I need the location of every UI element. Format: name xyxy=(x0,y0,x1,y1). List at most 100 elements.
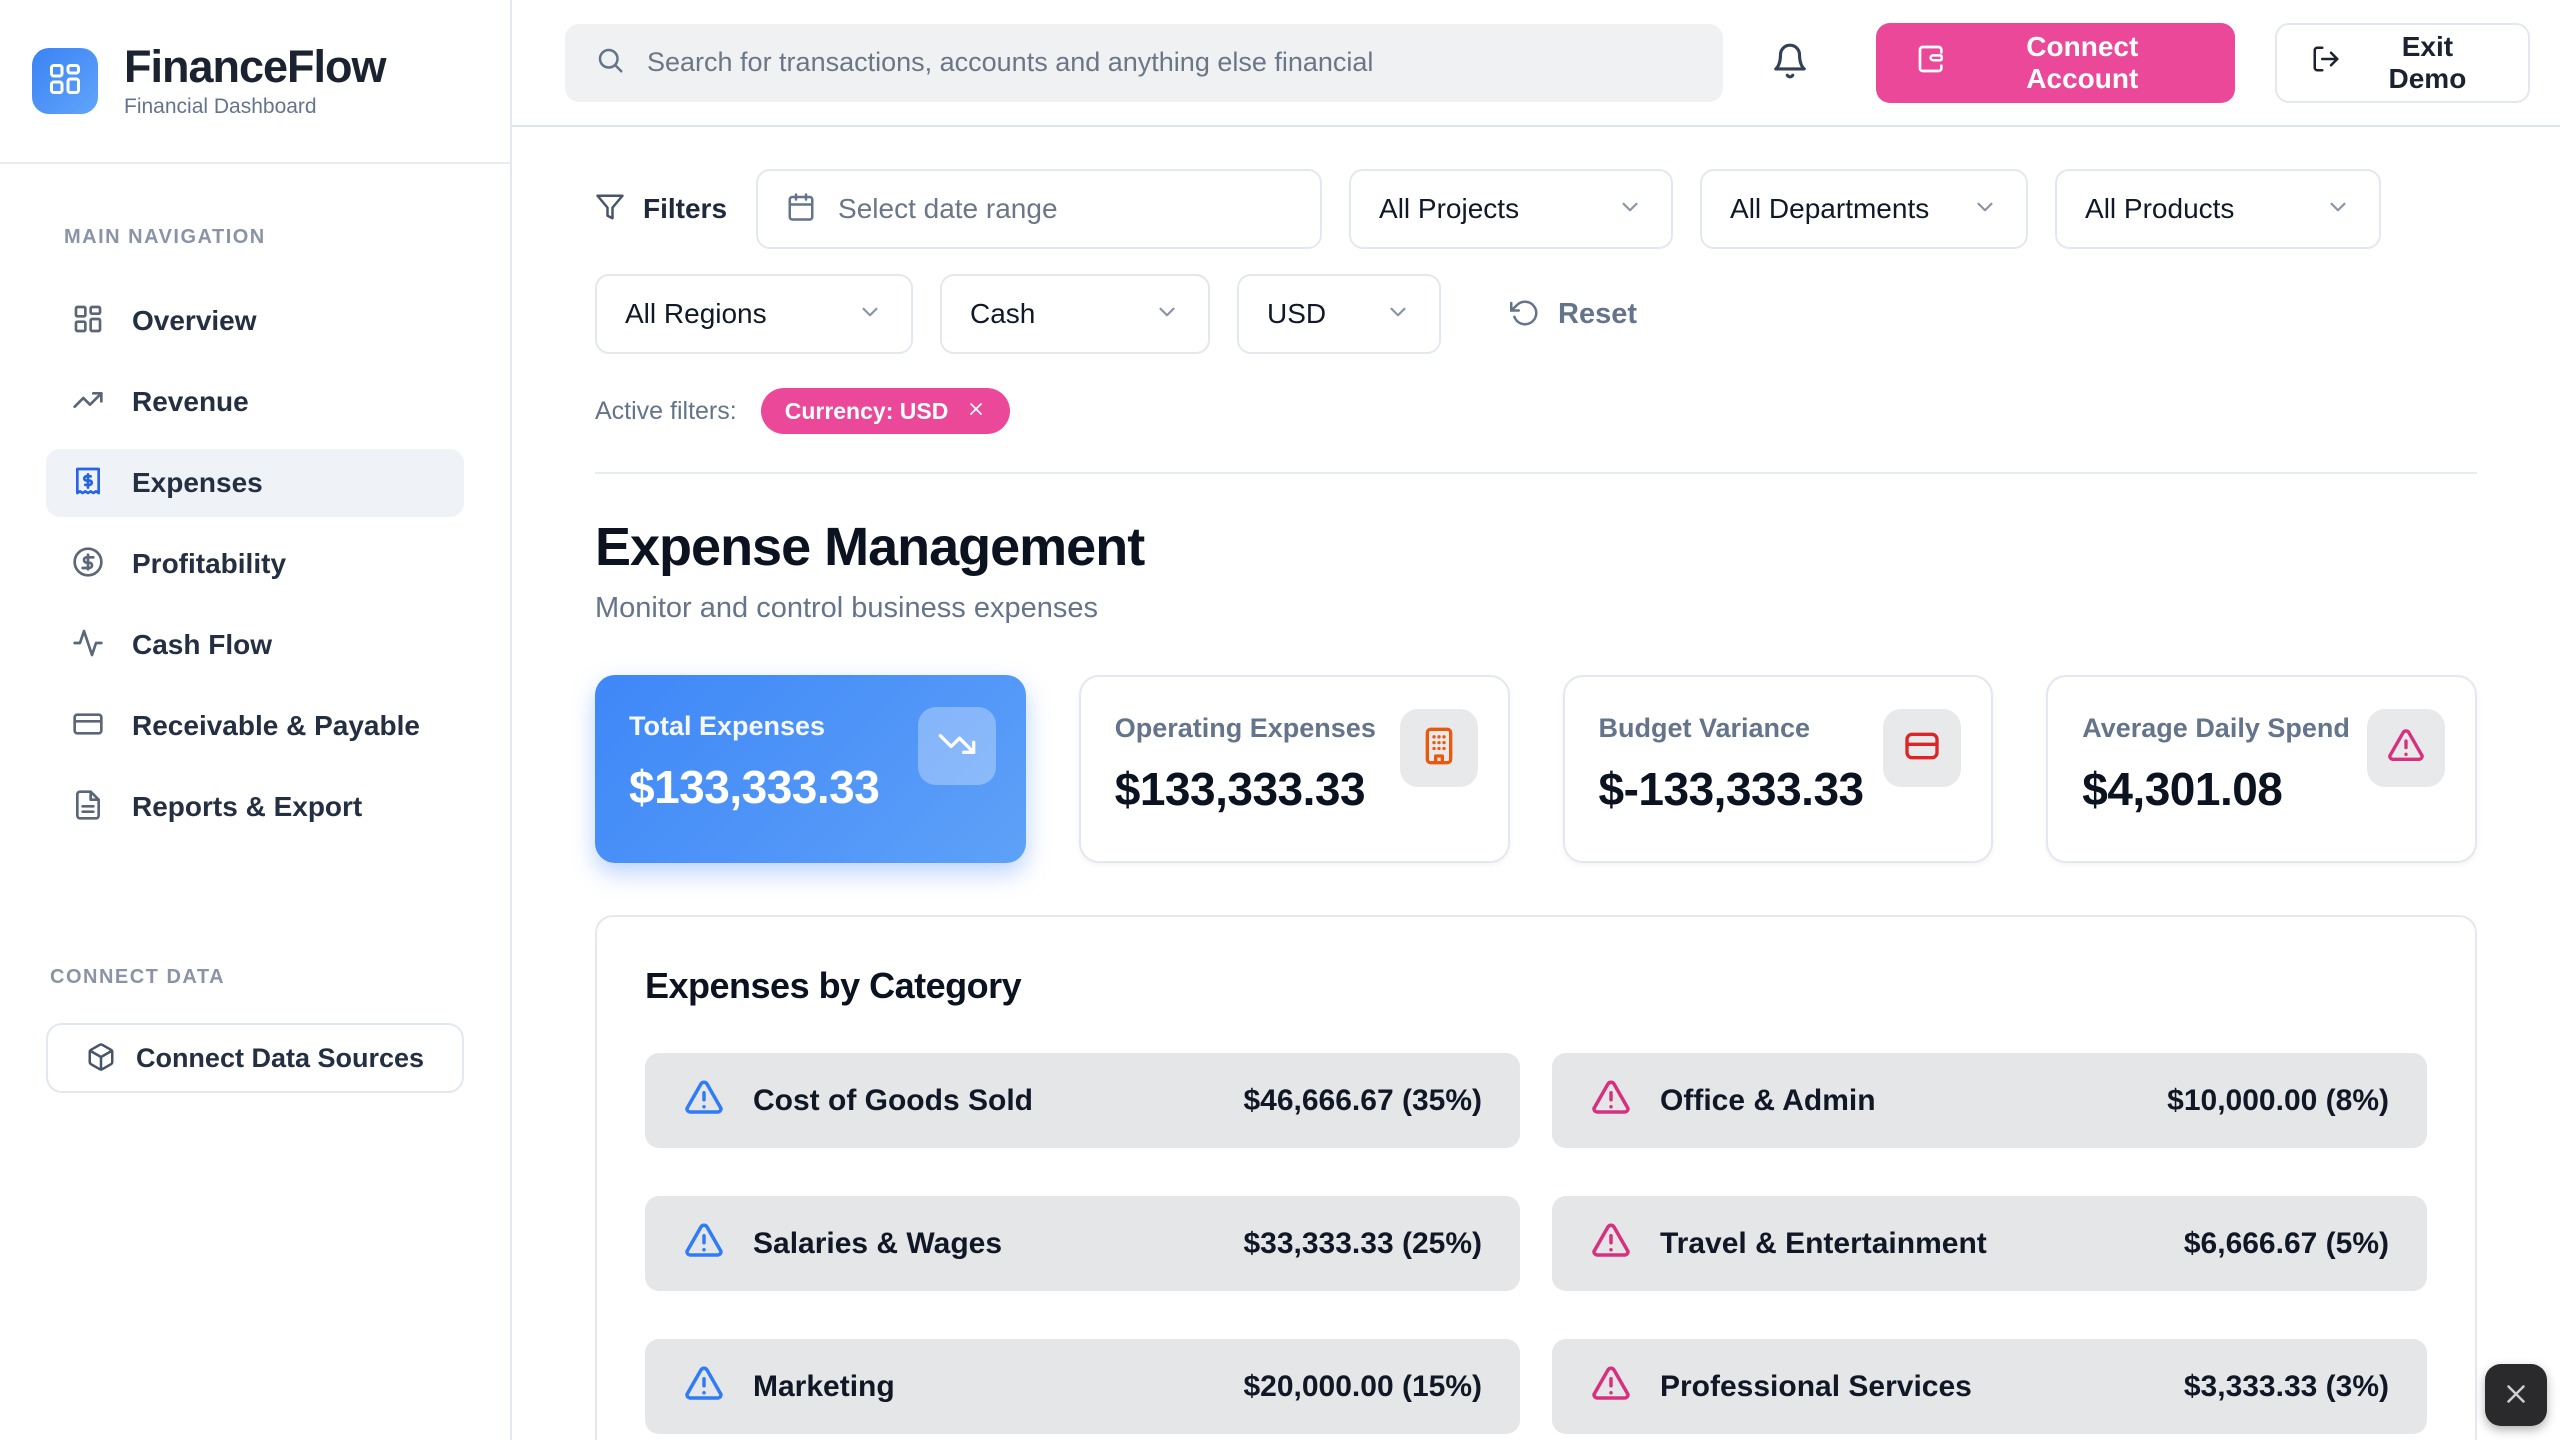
sidebar-item-cash-flow[interactable]: Cash Flow xyxy=(46,611,464,679)
reset-label: Reset xyxy=(1558,297,1637,330)
sidebar-item-label: Reports & Export xyxy=(132,791,363,822)
close-overlay-button[interactable] xyxy=(2485,1364,2547,1426)
metric-icon-badge xyxy=(1883,709,1962,787)
receipt-icon xyxy=(72,465,104,502)
metric-label: Total Expenses xyxy=(629,711,826,741)
date-range-field[interactable] xyxy=(756,169,1323,249)
category-value: $20,000.00 (15%) xyxy=(1243,1369,1482,1403)
products-select[interactable]: All Products xyxy=(2055,169,2382,249)
app-logo xyxy=(32,48,98,114)
active-filters-row: Active filters: Currency: USD xyxy=(595,388,2477,434)
projects-select-value: All Projects xyxy=(1379,193,1520,224)
category-value: $6,666.67 (5%) xyxy=(2183,1226,2389,1260)
category-grid: Cost of Goods Sold $46,666.67 (35%) Offi… xyxy=(645,1053,2427,1434)
notifications-button[interactable] xyxy=(1769,41,1812,85)
cube-icon xyxy=(86,1042,116,1075)
category-row-salaries-wages[interactable]: Salaries & Wages $33,333.33 (25%) xyxy=(645,1196,1520,1291)
metric-value: $-133,333.33 xyxy=(1598,763,1865,815)
category-label: Marketing xyxy=(753,1369,895,1403)
sidebar-item-overview[interactable]: Overview xyxy=(46,287,464,355)
alert-triangle-icon xyxy=(1590,1077,1632,1124)
category-row-marketing[interactable]: Marketing $20,000.00 (15%) xyxy=(645,1339,1520,1434)
sidebar-item-profitability[interactable]: Profitability xyxy=(46,530,464,598)
sidebar: FinanceFlow Financial Dashboard MAIN NAV… xyxy=(0,0,512,1440)
metric-card-operating-expenses[interactable]: Operating Expenses $133,333.33 xyxy=(1078,675,1510,863)
currency-chip-label: Currency: USD xyxy=(784,397,949,424)
active-filters-label: Active filters: xyxy=(595,396,737,425)
filters-row-2: All Regions Cash USD xyxy=(595,274,2477,354)
departments-select-value: All Departments xyxy=(1730,193,1930,224)
app-tagline: Financial Dashboard xyxy=(124,94,317,118)
products-select-value: All Products xyxy=(2085,193,2235,224)
category-value: $33,333.33 (25%) xyxy=(1243,1226,1482,1260)
metric-label: Operating Expenses xyxy=(1114,713,1376,743)
category-row-office-admin[interactable]: Office & Admin $10,000.00 (8%) xyxy=(1552,1053,2427,1148)
reset-filters-button[interactable]: Reset xyxy=(1510,298,1637,331)
connect-account-button[interactable]: Connect Account xyxy=(1875,22,2235,103)
sidebar-item-reports-export[interactable]: Reports & Export xyxy=(46,773,464,841)
metric-value: $133,333.33 xyxy=(629,761,880,813)
metric-card-budget-variance[interactable]: Budget Variance $-133,333.33 xyxy=(1562,675,1994,863)
circle-dollar-icon xyxy=(72,546,104,583)
rotate-ccw-icon xyxy=(1510,298,1540,331)
wallet-icon xyxy=(1916,43,1948,82)
chevron-down-icon xyxy=(1617,194,1643,225)
category-row-cost-of-goods-sold[interactable]: Cost of Goods Sold $46,666.67 (35%) xyxy=(645,1053,1520,1148)
currency-select[interactable]: USD xyxy=(1237,274,1441,354)
currency-select-value: USD xyxy=(1267,298,1327,329)
funnel-icon xyxy=(595,192,625,227)
section-divider xyxy=(595,472,2477,474)
sidebar-item-label: Revenue xyxy=(132,386,249,417)
metric-value: $4,301.08 xyxy=(2082,763,2283,815)
metric-card-total-expenses[interactable]: Total Expenses $133,333.33 xyxy=(595,675,1026,863)
chevron-down-icon xyxy=(1154,299,1180,330)
close-icon[interactable] xyxy=(966,399,986,424)
search-input[interactable] xyxy=(647,47,1693,78)
file-text-icon xyxy=(72,789,104,826)
exit-demo-button[interactable]: Exit Demo xyxy=(2274,22,2531,103)
nav-heading: MAIN NAVIGATION xyxy=(64,226,266,248)
calendar-icon xyxy=(786,192,816,227)
connect-data-heading: CONNECT DATA xyxy=(50,966,226,988)
page-title: Expense Management xyxy=(595,517,1145,577)
exit-demo-label: Exit Demo xyxy=(2388,30,2467,94)
main-area: Connect Account Exit Demo Filters xyxy=(512,0,2560,1440)
metric-icon-badge xyxy=(2367,709,2445,787)
connect-data-section: CONNECT DATA Connect Data Sources xyxy=(0,854,510,1093)
departments-select[interactable]: All Departments xyxy=(1700,169,2029,249)
sidebar-item-expenses[interactable]: Expenses xyxy=(46,449,464,517)
filters-label-group: Filters xyxy=(595,192,727,227)
log-out-icon xyxy=(2311,44,2341,81)
alert-triangle-icon xyxy=(1590,1363,1632,1410)
filters-label: Filters xyxy=(643,193,728,224)
sidebar-item-label: Profitability xyxy=(132,548,287,579)
currency-filter-chip[interactable]: Currency: USD xyxy=(760,388,1011,434)
sidebar-item-label: Overview xyxy=(132,305,257,336)
sidebar-item-revenue[interactable]: Revenue xyxy=(46,368,464,436)
category-row-professional-services[interactable]: Professional Services $3,333.33 (3%) xyxy=(1552,1339,2427,1434)
category-row-travel-entertainment[interactable]: Travel & Entertainment $6,666.67 (5%) xyxy=(1552,1196,2427,1291)
metric-card-average-daily-spend[interactable]: Average Daily Spend $4,301.08 xyxy=(2046,675,2477,863)
date-range-input[interactable] xyxy=(838,193,1293,225)
metric-icon-badge xyxy=(917,707,996,785)
category-label: Cost of Goods Sold xyxy=(753,1083,1033,1117)
metric-cards: Total Expenses $133,333.33 Operating Exp… xyxy=(595,675,2477,863)
category-value: $10,000.00 (8%) xyxy=(2167,1083,2389,1117)
main-navigation: MAIN NAVIGATION Overview Revenue Expense… xyxy=(0,164,510,854)
connect-data-sources-button[interactable]: Connect Data Sources xyxy=(46,1023,464,1093)
payment-method-select[interactable]: Cash xyxy=(940,274,1210,354)
category-value: $46,666.67 (35%) xyxy=(1243,1083,1482,1117)
projects-select[interactable]: All Projects xyxy=(1349,169,1674,249)
alert-triangle-icon xyxy=(683,1363,725,1410)
category-label: Professional Services xyxy=(1660,1369,1972,1403)
category-label: Office & Admin xyxy=(1660,1083,1876,1117)
close-icon xyxy=(2501,1379,2531,1412)
alert-triangle-icon xyxy=(683,1220,725,1267)
metric-label: Average Daily Spend xyxy=(2082,713,2350,743)
dashboard-logo-icon xyxy=(47,61,83,102)
global-search[interactable] xyxy=(565,23,1723,102)
app-title: FinanceFlow xyxy=(124,41,387,93)
trending-down-icon xyxy=(937,724,977,769)
sidebar-item-receivable-payable[interactable]: Receivable & Payable xyxy=(46,692,464,760)
regions-select[interactable]: All Regions xyxy=(595,274,913,354)
